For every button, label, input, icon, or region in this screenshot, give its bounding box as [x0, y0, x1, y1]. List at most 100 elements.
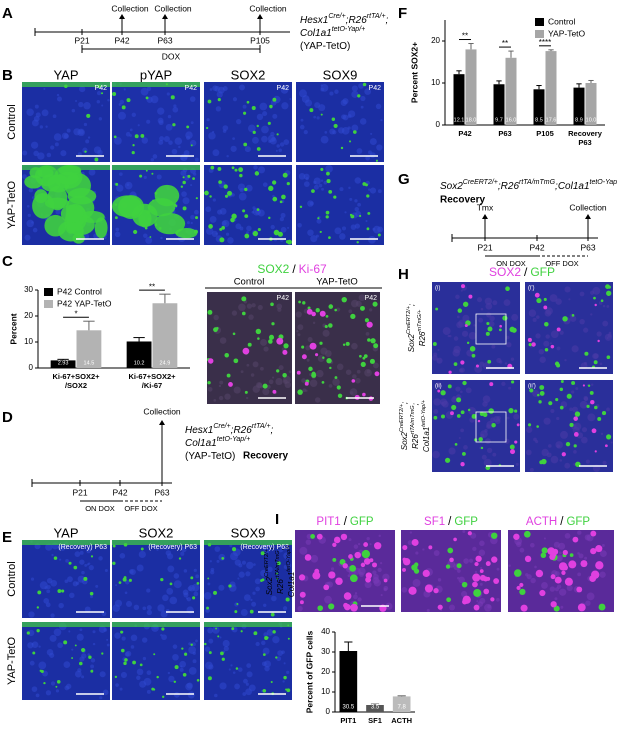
tissue-texture	[218, 384, 222, 388]
signal-cell	[460, 360, 465, 365]
signal-cell	[152, 688, 156, 691]
tissue-texture	[476, 297, 483, 303]
signal-cell	[370, 338, 376, 344]
tissue-texture	[246, 363, 250, 367]
tissue-texture	[95, 584, 99, 588]
image-tag: P42	[95, 85, 108, 92]
tissue-texture	[347, 114, 352, 119]
tissue-texture	[212, 198, 216, 202]
stain-name: /	[292, 262, 296, 276]
tissue-texture	[590, 313, 593, 316]
tissue-texture	[242, 692, 247, 696]
stain-name: GFP	[350, 516, 374, 528]
signal-cell	[322, 356, 325, 359]
signal-cell	[221, 557, 225, 560]
signal-cell	[315, 308, 320, 313]
bar	[573, 87, 585, 125]
signal-cell	[538, 400, 542, 404]
tissue-texture	[281, 650, 285, 654]
allele: R26	[418, 331, 427, 346]
signal-cell	[590, 530, 597, 537]
signal-cell	[219, 237, 225, 243]
tissue-texture	[231, 310, 238, 316]
signal-cell	[279, 200, 283, 204]
tissue-texture	[75, 100, 78, 103]
tissue-texture	[255, 641, 260, 647]
tissue-texture	[344, 211, 347, 214]
tissue-texture	[213, 398, 217, 402]
signal-cell	[550, 574, 556, 580]
tissue-texture	[50, 613, 55, 618]
tissue-texture	[217, 209, 223, 215]
tissue-texture	[165, 545, 169, 550]
signal-cell	[490, 597, 495, 602]
stain-header: SF1/GFP	[424, 516, 478, 528]
signal-cell	[32, 651, 36, 655]
genotype: Sox2CreERT2/+;R26mTmG/+	[406, 304, 427, 353]
signal-cell	[361, 549, 371, 559]
tissue-texture	[114, 231, 121, 238]
tissue-texture	[259, 102, 268, 111]
tissue-texture	[581, 436, 588, 444]
tissue-texture	[26, 108, 34, 116]
signal-cell	[276, 337, 284, 345]
tissue-texture	[136, 675, 141, 680]
signal-cell	[234, 610, 238, 614]
tissue-texture	[56, 96, 63, 102]
signal-cell	[244, 233, 250, 239]
signal-cell	[276, 133, 279, 136]
signal-cell	[223, 184, 228, 189]
signal-cell	[26, 631, 30, 635]
tissue-texture	[206, 118, 210, 122]
signal-cell	[460, 410, 465, 415]
signal-cell	[536, 297, 542, 304]
signal-cell	[325, 215, 329, 219]
tissue-texture	[208, 132, 216, 140]
x-tick-label: P42	[458, 129, 471, 138]
tissue-texture	[24, 234, 31, 241]
signal-cell	[156, 675, 159, 679]
tissue-texture	[240, 370, 244, 374]
signal-cell	[524, 555, 532, 563]
genotype-line: R26mTmG/+	[417, 309, 427, 346]
tissue-texture	[276, 656, 282, 662]
x-tick-label: P63	[498, 129, 511, 138]
signal-cell	[306, 308, 313, 315]
signal-cell	[301, 354, 307, 360]
allele: ;	[411, 403, 420, 405]
signal-cell	[192, 177, 195, 180]
signal-cell	[360, 361, 366, 368]
signal-cell	[287, 240, 290, 244]
tissue-texture	[101, 104, 104, 107]
tissue-texture	[27, 629, 35, 637]
signal-cell	[590, 548, 597, 555]
signal-cell	[597, 339, 600, 343]
signal-cell	[204, 190, 209, 196]
tissue-texture	[382, 573, 390, 581]
tissue-texture	[599, 571, 606, 578]
tissue-texture	[256, 113, 264, 121]
tissue-texture	[401, 587, 408, 593]
signal-cell	[550, 601, 557, 608]
signal-cell	[562, 316, 568, 322]
signal-cell	[342, 343, 346, 346]
signal-cell	[208, 651, 212, 655]
signal-cell	[252, 130, 256, 135]
arrow-head	[585, 214, 591, 219]
tissue-texture	[360, 105, 364, 109]
legend-swatch	[535, 18, 544, 26]
signal-cell	[344, 603, 351, 611]
signal-cell	[595, 545, 603, 553]
tissue-texture	[369, 187, 377, 194]
signal-cell	[456, 414, 461, 418]
tissue-texture	[193, 568, 197, 572]
tissue-texture	[480, 566, 483, 570]
tissue-texture	[320, 135, 329, 144]
signal-cell	[490, 532, 498, 539]
tissue-texture	[283, 379, 288, 385]
signal-cell	[360, 562, 366, 568]
signal-cell	[161, 627, 165, 631]
tissue-texture	[456, 321, 463, 329]
signal-cell	[182, 206, 187, 211]
tissue-texture	[136, 564, 144, 572]
